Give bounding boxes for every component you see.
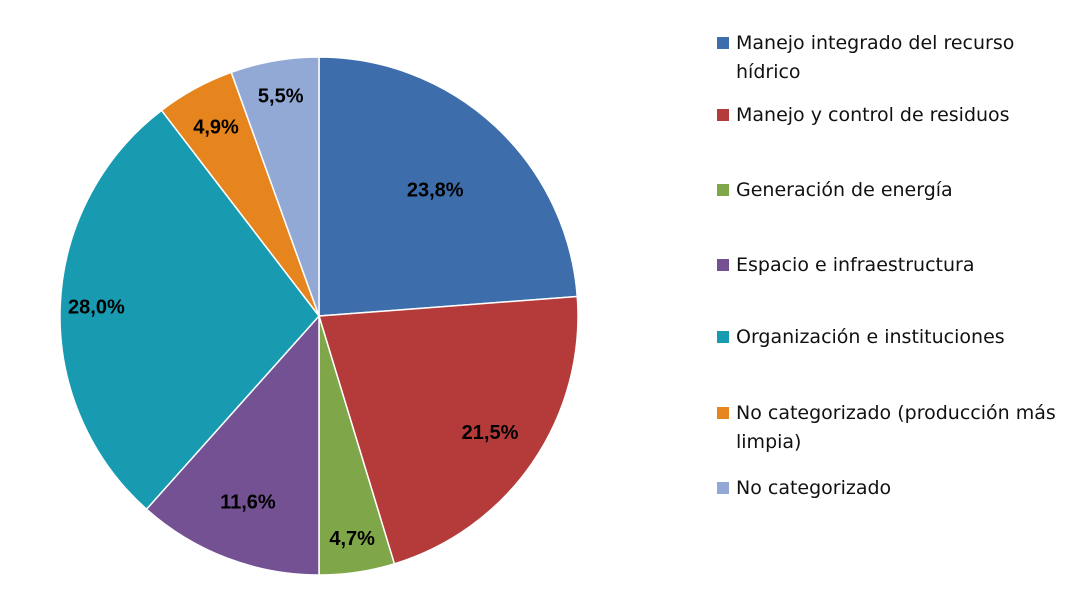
- legend-swatch: [717, 259, 729, 271]
- legend-swatch: [717, 184, 729, 196]
- legend-item: No categorizado (producción más limpia): [717, 402, 1056, 453]
- slice-data-label: 11,6%: [220, 491, 276, 513]
- pie-slice-1: [318, 56, 579, 317]
- chart-legend: Manejo integrado del recursohídricoManej…: [717, 32, 1056, 499]
- pie-data-labels: 23,8% 21,5% 4,7% 11,6% 28,0% 4,9% 5,5%: [68, 86, 519, 550]
- legend-item: Manejo integrado del recurso hídrico: [717, 32, 1014, 83]
- legend-swatch: [717, 109, 729, 121]
- legend-item: Espacio e infraestructura: [717, 254, 974, 276]
- legend-swatch: [717, 482, 729, 494]
- slice-data-label: 28,0%: [68, 297, 125, 319]
- legend-item: Organización e instituciones: [717, 326, 1005, 348]
- legend-label: hídrico: [736, 61, 801, 83]
- legend-label: No categorizado (producción más: [736, 402, 1056, 424]
- slice-data-label: 4,7%: [329, 528, 375, 550]
- legend-label: Manejo y control de residuos: [736, 104, 1010, 126]
- legend-swatch: [717, 407, 729, 419]
- slice-data-label: 5,5%: [258, 86, 304, 108]
- pie-slice-2: [318, 295, 579, 565]
- legend-label: No categorizado: [736, 477, 891, 499]
- legend-swatch: [717, 37, 729, 49]
- slice-data-label: 23,8%: [407, 180, 464, 202]
- legend-label: Organización e instituciones: [736, 326, 1005, 348]
- legend-label: Generación de energía: [736, 179, 953, 201]
- slice-data-label: 4,9%: [193, 116, 239, 138]
- pie-slice-4: [145, 315, 320, 576]
- legend-item: Manejo y control de residuos: [717, 104, 1010, 126]
- pie-slice-7: [230, 56, 320, 317]
- pie-slices: [59, 56, 579, 576]
- legend-item: Generación de energía: [717, 179, 953, 201]
- legend-label: limpia): [736, 431, 801, 453]
- pie-slice-5: [59, 109, 320, 510]
- legend-label: Espacio e infraestructura: [736, 254, 974, 276]
- legend-label: Manejo integrado del recurso: [736, 32, 1014, 54]
- legend-item: No categorizado: [717, 477, 891, 499]
- legend-swatch: [717, 331, 729, 343]
- slice-data-label: 21,5%: [462, 422, 519, 444]
